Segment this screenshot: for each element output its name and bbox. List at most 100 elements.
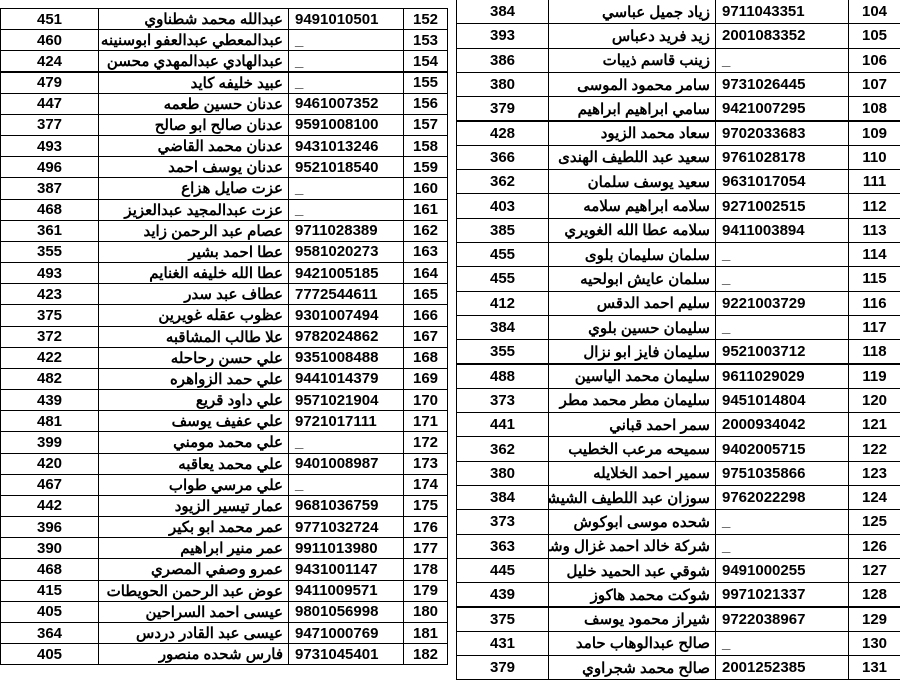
name: علي محمد يعاقبه <box>98 452 289 475</box>
name: عمرو وصفي المصري <box>98 558 289 581</box>
id-number: 2001252385 <box>715 655 849 680</box>
id-number: 9911013980 <box>288 537 404 560</box>
serial: 180 <box>403 600 448 623</box>
serial: 104 <box>848 0 900 25</box>
name: زينب قاسم ذيبات <box>548 47 716 73</box>
name: عيسى عبد القادر دردس <box>98 621 289 645</box>
id-number: _ <box>715 242 849 268</box>
name: سمير احمد الخلايله <box>548 460 716 486</box>
name: زياد جميل عباسي <box>548 0 716 25</box>
name: علي حسن رحاحله <box>98 346 289 369</box>
name: عوض عبد الرحمن الحويطات <box>98 579 289 602</box>
serial: 170 <box>403 389 448 412</box>
id-number: 9421007295 <box>715 96 849 122</box>
id-number: 9461007352 <box>288 92 404 115</box>
id-number: 9411009571 <box>288 579 404 602</box>
serial: 167 <box>403 325 448 348</box>
serial: 174 <box>403 473 448 496</box>
name: عمار تيسير الزيود <box>98 494 289 518</box>
name: علي حمد الزواهره <box>98 367 289 391</box>
name: علي محمد مومني <box>98 431 289 454</box>
score: 482 <box>0 367 99 391</box>
serial: 172 <box>403 431 448 454</box>
name: فارس شحده منصور <box>98 643 289 666</box>
id-number: 9521018540 <box>288 156 404 179</box>
score: 363 <box>456 533 549 559</box>
score: 375 <box>456 606 549 632</box>
id-number: _ <box>288 431 404 454</box>
id-number: 9731045401 <box>288 643 404 666</box>
serial: 154 <box>403 50 448 73</box>
serial: 109 <box>848 120 900 146</box>
id-number: _ <box>715 509 849 535</box>
name: عبدالهادي عبدالمهدي محسن <box>98 50 289 73</box>
id-number: 9431013246 <box>288 135 404 158</box>
serial: 110 <box>848 144 900 171</box>
score: 431 <box>456 630 549 657</box>
serial: 159 <box>403 156 448 179</box>
name: علا طالب المشاقبه <box>98 325 289 348</box>
score: 379 <box>456 655 549 680</box>
serial: 160 <box>403 177 448 200</box>
serial: 112 <box>848 193 900 219</box>
id-number: 9751035866 <box>715 460 849 486</box>
score: 373 <box>456 509 549 535</box>
score: 399 <box>0 431 99 454</box>
id-number: 9681036759 <box>288 494 404 518</box>
id-number: _ <box>288 71 404 94</box>
serial: 119 <box>848 363 900 389</box>
serial: 169 <box>403 367 448 391</box>
serial: 125 <box>848 509 900 535</box>
id-number: _ <box>715 314 849 341</box>
score: 380 <box>456 460 549 486</box>
score: 493 <box>0 262 99 285</box>
serial: 123 <box>848 460 900 486</box>
name: سلامه ابراهيم سلامه <box>548 193 716 219</box>
name: عصام عبد الرحمن زايد <box>98 219 289 242</box>
score: 481 <box>0 410 99 433</box>
name: سوزان عبد اللطيف الشيشاني <box>548 485 716 511</box>
score: 441 <box>456 412 549 438</box>
score: 384 <box>456 0 549 25</box>
serial: 171 <box>403 410 448 433</box>
id-number: 9801056998 <box>288 600 404 623</box>
name: عبيد خليفه كايد <box>98 71 289 94</box>
serial: 105 <box>848 23 900 49</box>
name: عدنان محمد القاضي <box>98 135 289 158</box>
score: 468 <box>0 198 99 221</box>
name: عبدالله محمد شطناوي <box>98 8 289 31</box>
serial: 118 <box>848 339 900 365</box>
serial: 173 <box>403 452 448 475</box>
score: 372 <box>0 325 99 348</box>
id-number: _ <box>288 473 404 496</box>
score: 387 <box>0 177 99 200</box>
score: 384 <box>456 314 549 341</box>
score: 362 <box>456 169 549 195</box>
serial: 124 <box>848 485 900 511</box>
serial: 117 <box>848 314 900 341</box>
name: سليم احمد الدقس <box>548 290 716 316</box>
name: سعيد عبد اللطيف الهندى <box>548 144 716 171</box>
score: 412 <box>456 290 549 316</box>
score: 361 <box>0 219 99 242</box>
id-number: 9221003729 <box>715 290 849 316</box>
serial: 163 <box>403 240 448 264</box>
score: 455 <box>456 266 549 292</box>
name: سمر احمد قباني <box>548 412 716 438</box>
id-number: 9782024862 <box>288 325 404 348</box>
name: عمر منير ابراهيم <box>98 537 289 560</box>
name: عدنان يوسف احمد <box>98 156 289 179</box>
name: شحده موسى ابوكوش <box>548 509 716 535</box>
score: 380 <box>456 71 549 98</box>
score: 455 <box>456 242 549 268</box>
serial: 176 <box>403 516 448 539</box>
id-number: 9761028178 <box>715 144 849 171</box>
serial: 108 <box>848 96 900 122</box>
serial: 177 <box>403 537 448 560</box>
score: 379 <box>456 96 549 122</box>
id-number: 9421005185 <box>288 262 404 285</box>
serial: 129 <box>848 606 900 632</box>
id-number: 9401008987 <box>288 452 404 475</box>
name: سعاد محمد الزيود <box>548 120 716 146</box>
id-number: 9471000769 <box>288 621 404 645</box>
